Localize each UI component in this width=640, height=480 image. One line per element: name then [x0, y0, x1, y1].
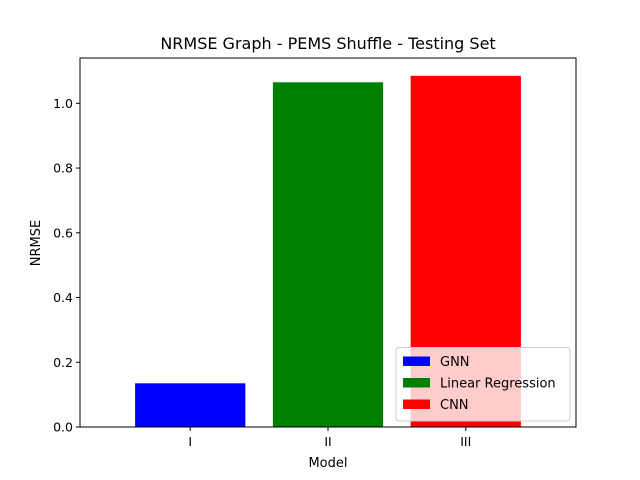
y-tick-label: 0.8: [53, 161, 73, 176]
legend-swatch: [403, 399, 430, 409]
x-tick-label: I: [188, 434, 192, 449]
y-tick-label: 1.0: [53, 96, 73, 111]
x-axis-label: Model: [308, 456, 347, 471]
bar-II: [272, 82, 384, 428]
y-tick-label: 0.2: [53, 355, 73, 370]
x-tick-label: III: [460, 434, 471, 449]
legend-label: GNN: [440, 355, 470, 370]
bar-I: [135, 383, 246, 427]
x-axis-ticks: I II III: [188, 427, 471, 449]
legend-label: CNN: [440, 398, 469, 413]
legend-swatch: [403, 378, 430, 388]
y-tick-label: 0.6: [53, 225, 73, 240]
y-tick-label: 0.0: [53, 420, 73, 435]
legend-box: [395, 347, 571, 422]
y-axis-label: NRMSE: [29, 220, 44, 266]
y-tick-label: 0.4: [53, 290, 73, 305]
legend-label: Linear Regression: [440, 377, 556, 392]
chart-title: NRMSE Graph - PEMS Shuffle - Testing Set: [160, 34, 495, 53]
legend: GNN Linear Regression CNN: [395, 347, 571, 422]
legend-swatch: [403, 356, 430, 366]
x-tick-label: II: [324, 434, 331, 449]
y-axis-ticks: 0.0 0.2 0.4 0.6 0.8 1.0: [53, 96, 80, 435]
